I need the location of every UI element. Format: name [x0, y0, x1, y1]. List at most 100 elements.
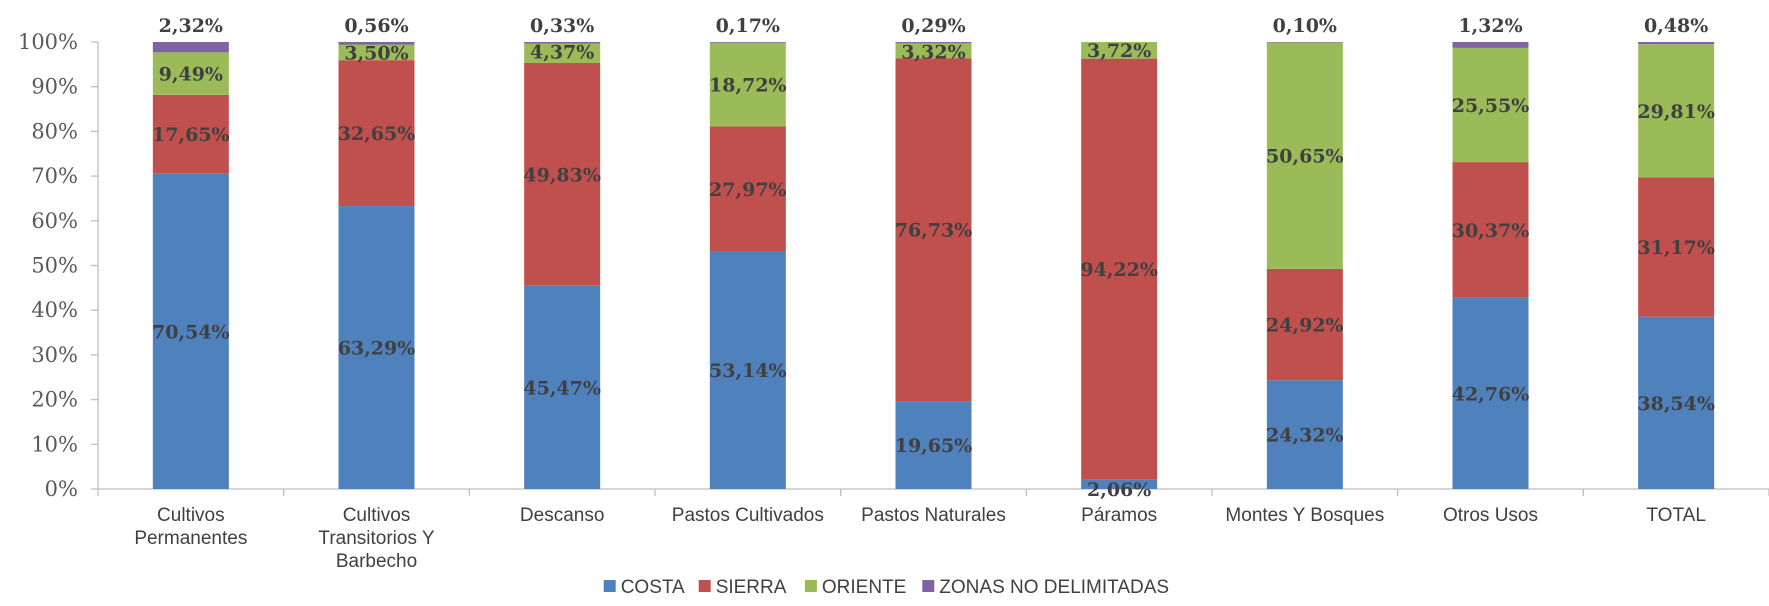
bar-segment — [1452, 42, 1529, 48]
data-label: 1,32% — [1458, 15, 1522, 37]
data-label: 0,10% — [1273, 15, 1337, 37]
y-tick-label: 60% — [31, 209, 78, 233]
data-label: 3,32% — [901, 41, 965, 63]
data-label: 0,33% — [530, 15, 594, 37]
x-axis: Cultivos Permanentes Cultivos Transitorios … — [97, 488, 1769, 572]
x-tick-label: Pastos Cultivados — [672, 505, 824, 526]
legend-label: COSTA — [621, 577, 685, 598]
data-label: 0,48% — [1644, 15, 1708, 37]
y-tick-label: 70% — [31, 164, 78, 188]
bar-segment — [338, 206, 415, 490]
data-label: 0,29% — [901, 15, 965, 37]
data-label: 53,14% — [709, 360, 787, 382]
bar-segment — [1638, 177, 1715, 317]
bar-segment — [709, 42, 786, 127]
data-label: 94,22% — [1080, 259, 1158, 281]
legend-swatch — [698, 580, 711, 592]
bar-segment — [152, 42, 229, 53]
legend-swatch — [603, 580, 616, 592]
y-tick-label: 0% — [45, 477, 78, 501]
data-label: 3,72% — [1087, 40, 1151, 62]
legend-label: ZONAS NO DELIMITADAS — [939, 577, 1169, 598]
y-tick-label: 80% — [31, 119, 78, 143]
x-tick-label: Páramos — [1081, 505, 1157, 526]
y-tick-label: 50% — [31, 254, 78, 278]
bar-segment — [1266, 380, 1343, 489]
bar-segment — [1452, 297, 1529, 489]
bar-segment — [1081, 479, 1158, 489]
bar-segment — [1266, 268, 1343, 381]
x-tick-label: Cultivos Permanentes — [134, 505, 247, 549]
data-label: 9,49% — [159, 64, 223, 86]
data-label: 17,65% — [152, 124, 230, 146]
bar-segment — [524, 285, 601, 489]
y-tick-label: 90% — [31, 75, 78, 99]
data-label: 0,56% — [344, 15, 408, 37]
data-labels-group: 70,54% 17,65% 9,49% 2,32% 63,29% 32,65% 3,50% 0… — [152, 15, 1715, 501]
data-label: 32,65% — [338, 123, 416, 145]
bar-segment — [1452, 47, 1529, 163]
bar-segment — [152, 94, 229, 174]
bar-segment — [524, 43, 601, 64]
y-axis: 0% 10% 20% 30% 40% 50% 60% 70% 80% 90% 100% — [18, 30, 99, 501]
y-tick-label: 30% — [31, 343, 78, 367]
data-label: 24,92% — [1266, 315, 1344, 337]
bar-segment — [152, 173, 229, 489]
bar-segment — [1452, 162, 1529, 298]
bar-segment — [709, 42, 786, 43]
x-tick-label: Pastos Naturales — [861, 505, 1006, 526]
data-label: 3,50% — [344, 43, 408, 65]
data-label: 50,65% — [1266, 146, 1344, 168]
legend-label: SIERRA — [716, 577, 787, 598]
bar-segment — [709, 251, 786, 489]
legend-swatch — [804, 580, 817, 592]
data-label: 31,17% — [1637, 237, 1715, 259]
y-tick-label: 40% — [31, 298, 78, 322]
data-label: 18,72% — [709, 75, 787, 97]
legend-swatch — [922, 580, 935, 592]
x-tick-label: Otros Usos — [1443, 505, 1538, 526]
data-label: 76,73% — [895, 220, 973, 242]
data-label: 45,47% — [523, 377, 601, 399]
data-label: 70,54% — [152, 321, 230, 343]
x-tick-label: Montes Y Bosques — [1225, 505, 1384, 526]
bar-segment — [152, 52, 229, 95]
data-label: 29,81% — [1637, 101, 1715, 123]
data-label: 2,32% — [159, 15, 223, 37]
bar-segment — [524, 63, 601, 286]
x-tick-label: Descanso — [520, 505, 605, 526]
data-label: 0,17% — [716, 15, 780, 37]
bar-segment — [1266, 42, 1343, 269]
bar-segment — [895, 42, 972, 44]
data-label: 24,32% — [1266, 425, 1344, 447]
data-label: 4,37% — [530, 41, 594, 63]
data-label: 2,06% — [1087, 479, 1151, 501]
x-tick-label: TOTAL — [1646, 505, 1705, 526]
y-tick-label: 20% — [31, 388, 78, 412]
bar-segment — [895, 58, 972, 402]
data-label: 63,29% — [338, 338, 416, 360]
bars-group — [152, 42, 1715, 490]
bar-segment — [895, 43, 972, 59]
data-label: 38,54% — [1637, 393, 1715, 415]
y-tick-label: 10% — [31, 432, 78, 456]
data-label: 30,37% — [1452, 220, 1530, 242]
bar-segment — [1638, 44, 1715, 178]
data-label: 27,97% — [709, 179, 787, 201]
bar-segment — [338, 42, 415, 45]
bar-segment — [524, 42, 601, 44]
bar-segment — [338, 60, 415, 207]
bar-segment — [338, 44, 415, 61]
bar-segment — [1081, 58, 1158, 480]
data-label: 49,83% — [523, 164, 601, 186]
bar-segment — [1638, 316, 1715, 489]
bar-segment — [1638, 42, 1715, 45]
legend: COSTA SIERRA ORIENTE ZONAS NO DELIMITADAS — [603, 577, 1169, 598]
bar-segment — [709, 126, 786, 252]
x-tick-label: Cultivos Transitorios Y Barbecho — [318, 505, 434, 572]
bar-segment — [895, 401, 972, 489]
data-label: 25,55% — [1452, 95, 1530, 117]
bar-segment — [1081, 42, 1158, 59]
